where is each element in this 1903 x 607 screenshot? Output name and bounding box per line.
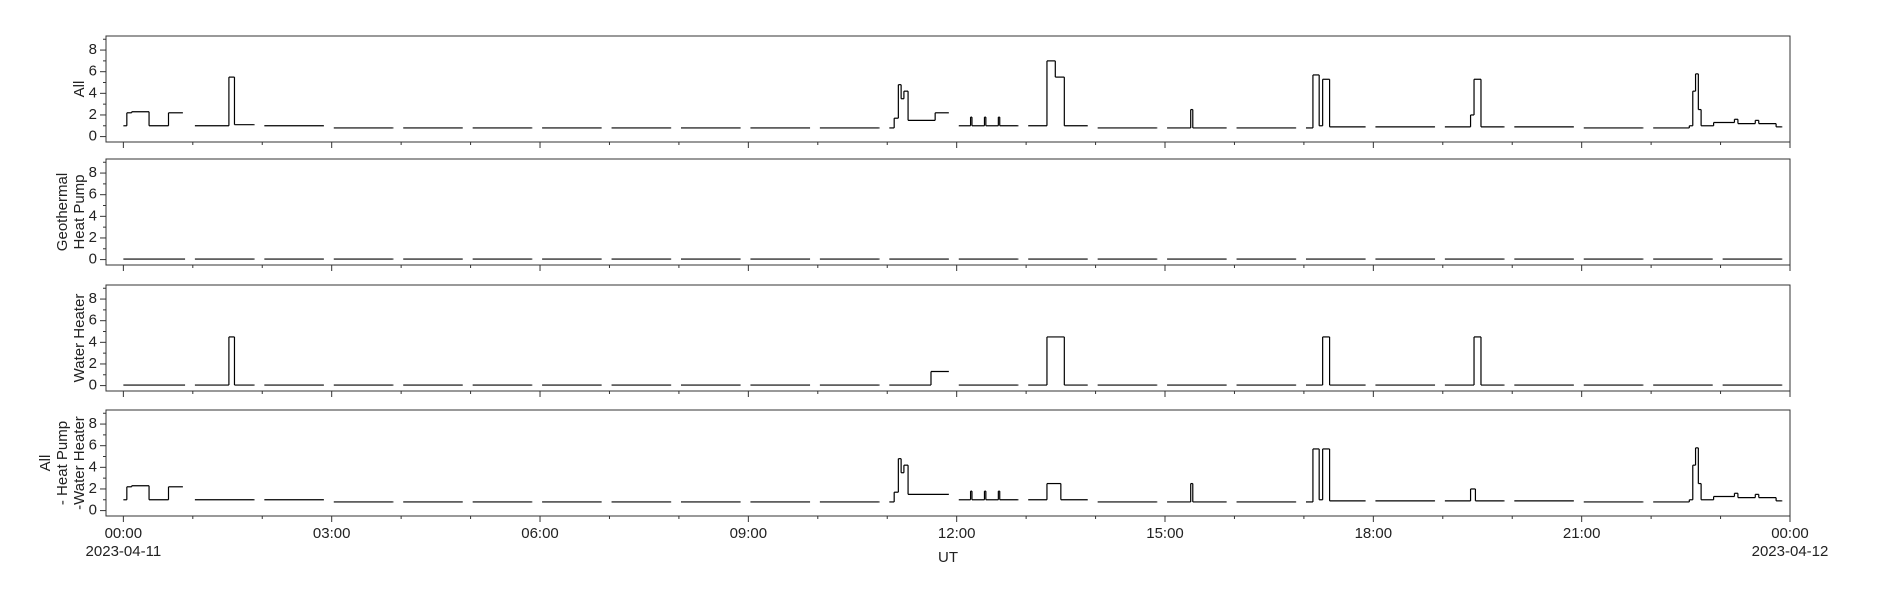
- y-tick-label: 6: [89, 186, 97, 203]
- y-axis-label: All: [71, 81, 88, 98]
- x-tick-label: 06:00: [521, 525, 559, 542]
- plot-frame: [105, 284, 1791, 392]
- y-tick-label: 6: [89, 312, 97, 329]
- x-tick-date-label: 2023-04-12: [1752, 543, 1829, 560]
- y-tick-label: 8: [89, 415, 97, 432]
- y-tick-label: 8: [89, 41, 97, 58]
- y-axis-label: Water Heater: [71, 294, 88, 383]
- y-tick-label: 4: [89, 207, 97, 224]
- plot-frame: [105, 158, 1791, 266]
- y-tick-label: 0: [89, 251, 97, 268]
- y-tick-label: 8: [89, 164, 97, 181]
- x-tick-label: 09:00: [730, 525, 768, 542]
- y-tick-label: 6: [89, 63, 97, 80]
- y-tick-label: 4: [89, 333, 97, 350]
- plot-frame: [105, 35, 1791, 143]
- x-axis-label: UT: [938, 549, 958, 566]
- y-axis-label: Geothermal: [54, 173, 71, 251]
- y-tick-label: 4: [89, 84, 97, 101]
- x-tick-label: 12:00: [938, 525, 976, 542]
- y-tick-label: 2: [89, 480, 97, 497]
- y-axis-label: -Water Heater: [71, 416, 88, 510]
- y-axis-label: Heat Pump: [71, 174, 88, 249]
- y-tick-label: 2: [89, 106, 97, 123]
- x-tick-label: 21:00: [1563, 525, 1601, 542]
- y-tick-label: 0: [89, 502, 97, 519]
- y-tick-label: 0: [89, 128, 97, 145]
- y-tick-label: 6: [89, 437, 97, 454]
- y-tick-label: 2: [89, 355, 97, 372]
- x-tick-label: 00:00: [1771, 525, 1809, 542]
- x-tick-label: 15:00: [1146, 525, 1184, 542]
- x-tick-label: 00:00: [105, 525, 143, 542]
- y-tick-label: 8: [89, 290, 97, 307]
- y-axis-label: - Heat Pump: [54, 421, 71, 505]
- x-tick-label: 18:00: [1355, 525, 1393, 542]
- x-tick-date-label: 2023-04-11: [86, 543, 162, 560]
- x-tick-label: 03:00: [313, 525, 351, 542]
- y-tick-label: 2: [89, 229, 97, 246]
- y-axis-label: All: [37, 455, 54, 472]
- plot-frame: [105, 409, 1791, 517]
- y-tick-label: 4: [89, 458, 97, 475]
- y-tick-label: 0: [89, 377, 97, 394]
